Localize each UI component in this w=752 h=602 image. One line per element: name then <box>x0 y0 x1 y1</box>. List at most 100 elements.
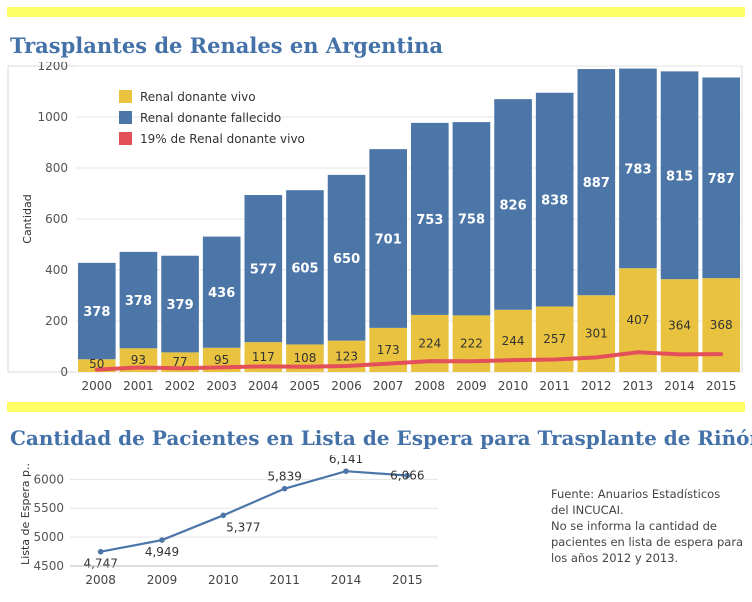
legend-swatch <box>119 111 132 124</box>
bar-donante-fallecido <box>244 195 283 343</box>
data-label-fallecido: 436 <box>208 286 235 301</box>
chart2-title: Cantidad de Pacientes en Lista de Espera… <box>10 426 752 450</box>
bar-donante-fallecido <box>327 174 366 341</box>
x-tick-label: 2011 <box>539 379 570 393</box>
y-tick-label: 200 <box>45 314 68 328</box>
data-label-fallecido: 605 <box>291 261 318 276</box>
data-label-fallecido: 826 <box>499 198 526 213</box>
data-label-vivo: 117 <box>252 350 275 364</box>
note-line: los años 2012 y 2013. <box>551 551 679 565</box>
legend-label: Renal donante fallecido <box>140 111 281 125</box>
data-label-fallecido: 753 <box>416 213 443 228</box>
data-point <box>97 548 104 555</box>
data-point <box>281 485 288 492</box>
x-tick-label: 2011 <box>269 573 300 587</box>
x-tick-label: 2009 <box>147 573 178 587</box>
bar-donante-fallecido <box>286 190 324 345</box>
bar-donante-fallecido <box>369 149 407 328</box>
bar-donante-fallecido <box>452 122 491 316</box>
bar-donante-fallecido <box>161 255 199 353</box>
data-label-fallecido: 758 <box>458 213 485 228</box>
data-label-vivo: 244 <box>502 334 525 348</box>
x-tick-label: 2013 <box>623 379 654 393</box>
y-tick-label: 4500 <box>33 559 64 573</box>
data-label-fallecido: 701 <box>375 233 402 248</box>
data-label-vivo: 364 <box>668 319 691 333</box>
waiting-list-chart: 4,747 4,949 5,377 5,839 6,141 6,066 4500 5000 5… <box>19 455 438 587</box>
bar-donante-fallecido <box>78 262 116 360</box>
data-label-vivo: 77 <box>172 355 187 369</box>
x-tick-label: 2008 <box>85 573 116 587</box>
x-tick-label: 2004 <box>248 379 279 393</box>
data-label: 5,377 <box>226 520 260 534</box>
note-line: No se informa la cantidad de <box>551 519 717 533</box>
middle-band <box>7 402 745 412</box>
bar-donante-fallecido <box>119 251 158 349</box>
chart1-title: Trasplantes de Renales en Argentina <box>10 33 444 58</box>
legend-label: Renal donante vivo <box>140 90 256 104</box>
x-tick-label: 2006 <box>331 379 362 393</box>
y-tick-label: 5000 <box>33 530 64 544</box>
data-label-fallecido: 838 <box>541 194 568 209</box>
x-tick-label: 2002 <box>165 379 196 393</box>
bar-donante-vivo <box>660 279 699 372</box>
bar-donante-fallecido <box>577 69 616 296</box>
top-band <box>7 7 745 17</box>
bar-donante-fallecido <box>494 99 532 310</box>
data-label: 4,747 <box>83 557 117 571</box>
x-tick-label: 2010 <box>498 379 529 393</box>
x-tick-label: 2014 <box>331 573 362 587</box>
bar-donante-fallecido <box>411 122 449 315</box>
y-tick-label: 600 <box>45 212 68 226</box>
bar-donante-fallecido <box>619 68 657 269</box>
bar-donante-fallecido <box>660 71 699 280</box>
data-label-vivo: 224 <box>418 336 441 350</box>
data-label-vivo: 407 <box>626 313 649 327</box>
bar-donante-vivo <box>702 278 740 372</box>
data-label-vivo: 173 <box>377 343 400 357</box>
x-tick-label: 2000 <box>82 379 113 393</box>
data-label-fallecido: 577 <box>250 263 277 278</box>
transplant-chart: 50 378 93 378 77 379 95 436 117 577 108 605 123 650 17… <box>7 62 743 393</box>
data-label-fallecido: 379 <box>166 298 193 313</box>
x-tick-label: 2015 <box>706 379 737 393</box>
data-point <box>404 472 411 479</box>
x-tick-label: 2012 <box>581 379 612 393</box>
x-tick-label: 2001 <box>123 379 154 393</box>
legend-swatch <box>119 132 132 145</box>
y-tick-label: 1000 <box>37 110 68 124</box>
y-tick-label: 800 <box>45 161 68 175</box>
data-point <box>159 537 165 543</box>
source-note: Fuente: Anuarios Estadísticos del INCUCA… <box>551 486 747 566</box>
data-label-fallecido: 787 <box>708 172 735 187</box>
x-tick-label: 2007 <box>373 379 404 393</box>
legend-label: 19% de Renal donante vivo <box>140 132 305 146</box>
data-label-fallecido: 887 <box>583 176 610 191</box>
data-label-vivo: 222 <box>460 337 483 351</box>
data-label: 4,949 <box>145 545 179 559</box>
y-tick-label: 6000 <box>33 472 64 486</box>
bar-donante-fallecido <box>702 77 740 279</box>
x-tick-label: 2010 <box>208 573 239 587</box>
legend-swatch <box>119 90 132 103</box>
data-label-vivo: 123 <box>335 349 358 363</box>
note-line: pacientes en lista de espera para <box>551 535 744 549</box>
note-line: del INCUCAI. <box>551 503 624 517</box>
bar-donante-fallecido <box>535 92 574 307</box>
data-label-fallecido: 378 <box>83 305 110 320</box>
data-label-vivo: 368 <box>710 318 733 332</box>
note-line: Fuente: Anuarios Estadísticos <box>551 487 721 501</box>
data-label-fallecido: 815 <box>666 169 693 184</box>
line-19pct-vivo <box>94 350 724 372</box>
data-label-fallecido: 378 <box>125 294 152 309</box>
y-axis-label: Cantidad <box>21 194 34 243</box>
data-label: 5,839 <box>267 470 301 484</box>
x-tick-label: 2014 <box>664 379 695 393</box>
data-point <box>220 512 227 519</box>
data-label: 6,141 <box>329 455 363 466</box>
data-label-vivo: 108 <box>293 351 316 365</box>
data-label-vivo: 95 <box>214 353 229 367</box>
data-label-vivo: 257 <box>543 332 566 346</box>
bar-donante-fallecido <box>202 236 241 348</box>
data-point <box>343 468 349 474</box>
